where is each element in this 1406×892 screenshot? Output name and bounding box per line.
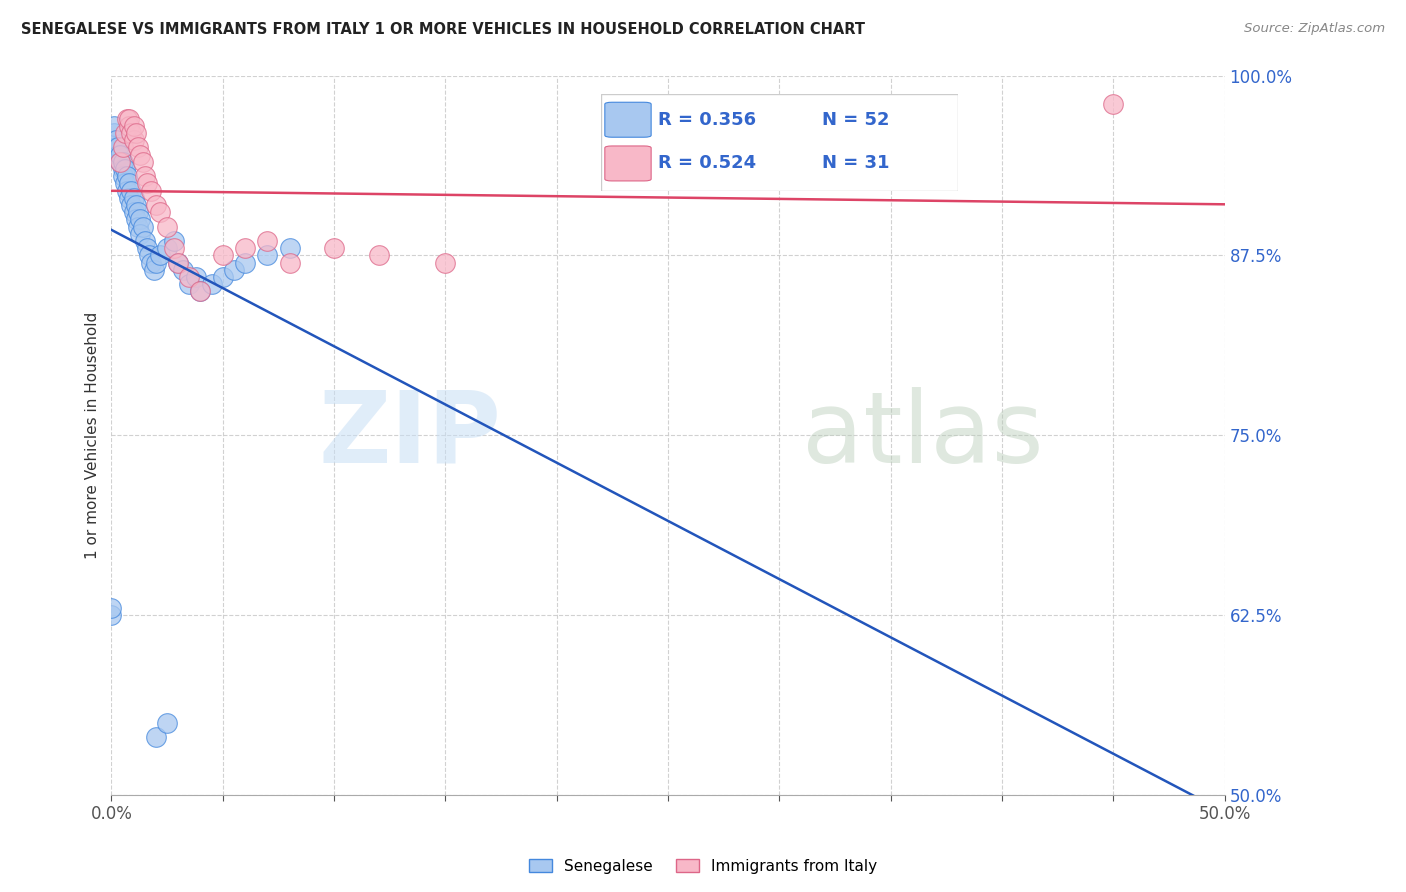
Point bbox=[104, 140, 127, 154]
Point bbox=[149, 205, 172, 219]
Point bbox=[136, 241, 159, 255]
Y-axis label: 1 or more Vehicles in Household: 1 or more Vehicles in Household bbox=[86, 311, 100, 559]
Point bbox=[179, 270, 201, 285]
Point bbox=[103, 119, 125, 133]
Point bbox=[125, 212, 148, 227]
Point bbox=[142, 262, 165, 277]
Point bbox=[129, 227, 152, 241]
Point bbox=[118, 119, 141, 133]
Point bbox=[138, 248, 160, 262]
Point bbox=[141, 184, 163, 198]
Point bbox=[136, 177, 159, 191]
Point bbox=[122, 119, 145, 133]
Point bbox=[222, 262, 245, 277]
Point bbox=[211, 270, 233, 285]
Point bbox=[100, 601, 122, 615]
Point bbox=[190, 285, 212, 299]
Point bbox=[156, 219, 179, 234]
Point bbox=[127, 205, 149, 219]
Point bbox=[434, 255, 457, 269]
Point bbox=[127, 140, 149, 154]
Point bbox=[104, 133, 127, 147]
Point bbox=[141, 255, 163, 269]
Point bbox=[129, 147, 152, 161]
Point bbox=[145, 255, 167, 269]
Point bbox=[156, 716, 179, 731]
Point bbox=[115, 184, 138, 198]
Point bbox=[122, 205, 145, 219]
Point bbox=[184, 270, 207, 285]
Point bbox=[149, 248, 172, 262]
Point bbox=[120, 184, 142, 198]
Point bbox=[114, 177, 136, 191]
Text: atlas: atlas bbox=[801, 387, 1043, 483]
Point bbox=[107, 140, 129, 154]
Point bbox=[120, 126, 142, 140]
Point bbox=[100, 608, 122, 623]
Point bbox=[118, 112, 141, 126]
Point bbox=[131, 219, 153, 234]
Point bbox=[110, 147, 132, 161]
Point bbox=[127, 219, 149, 234]
Point bbox=[120, 198, 142, 212]
Point bbox=[129, 212, 152, 227]
Point bbox=[134, 169, 156, 184]
Point bbox=[233, 255, 256, 269]
Point bbox=[125, 126, 148, 140]
Point bbox=[134, 234, 156, 248]
Point bbox=[115, 169, 138, 184]
Text: ZIP: ZIP bbox=[318, 387, 501, 483]
Point bbox=[110, 154, 132, 169]
Text: SENEGALESE VS IMMIGRANTS FROM ITALY 1 OR MORE VEHICLES IN HOUSEHOLD CORRELATION : SENEGALESE VS IMMIGRANTS FROM ITALY 1 OR… bbox=[21, 22, 865, 37]
Point bbox=[163, 241, 186, 255]
Point bbox=[131, 154, 153, 169]
Point bbox=[367, 248, 389, 262]
Point bbox=[111, 140, 134, 154]
Point bbox=[256, 248, 278, 262]
Point bbox=[156, 241, 179, 255]
Point bbox=[122, 133, 145, 147]
Point bbox=[233, 241, 256, 255]
Point bbox=[167, 255, 190, 269]
Point bbox=[190, 285, 212, 299]
Point bbox=[125, 198, 148, 212]
Point bbox=[145, 731, 167, 745]
Point bbox=[110, 154, 132, 169]
Point bbox=[323, 241, 346, 255]
Text: Source: ZipAtlas.com: Source: ZipAtlas.com bbox=[1244, 22, 1385, 36]
Point bbox=[122, 191, 145, 205]
Point bbox=[163, 234, 186, 248]
Point bbox=[111, 162, 134, 177]
Point bbox=[115, 112, 138, 126]
Point bbox=[256, 234, 278, 248]
Point bbox=[111, 169, 134, 184]
Point bbox=[201, 277, 224, 292]
Point bbox=[107, 147, 129, 161]
Point bbox=[1102, 97, 1125, 112]
Legend: Senegalese, Immigrants from Italy: Senegalese, Immigrants from Italy bbox=[523, 853, 883, 880]
Point bbox=[278, 255, 301, 269]
Point bbox=[114, 162, 136, 177]
Point bbox=[278, 241, 301, 255]
Point bbox=[111, 154, 134, 169]
Point bbox=[118, 191, 141, 205]
Point bbox=[145, 198, 167, 212]
Point bbox=[118, 177, 141, 191]
Point bbox=[103, 126, 125, 140]
Point bbox=[167, 255, 190, 269]
Point bbox=[114, 126, 136, 140]
Point bbox=[179, 277, 201, 292]
Point bbox=[172, 262, 194, 277]
Point bbox=[211, 248, 233, 262]
